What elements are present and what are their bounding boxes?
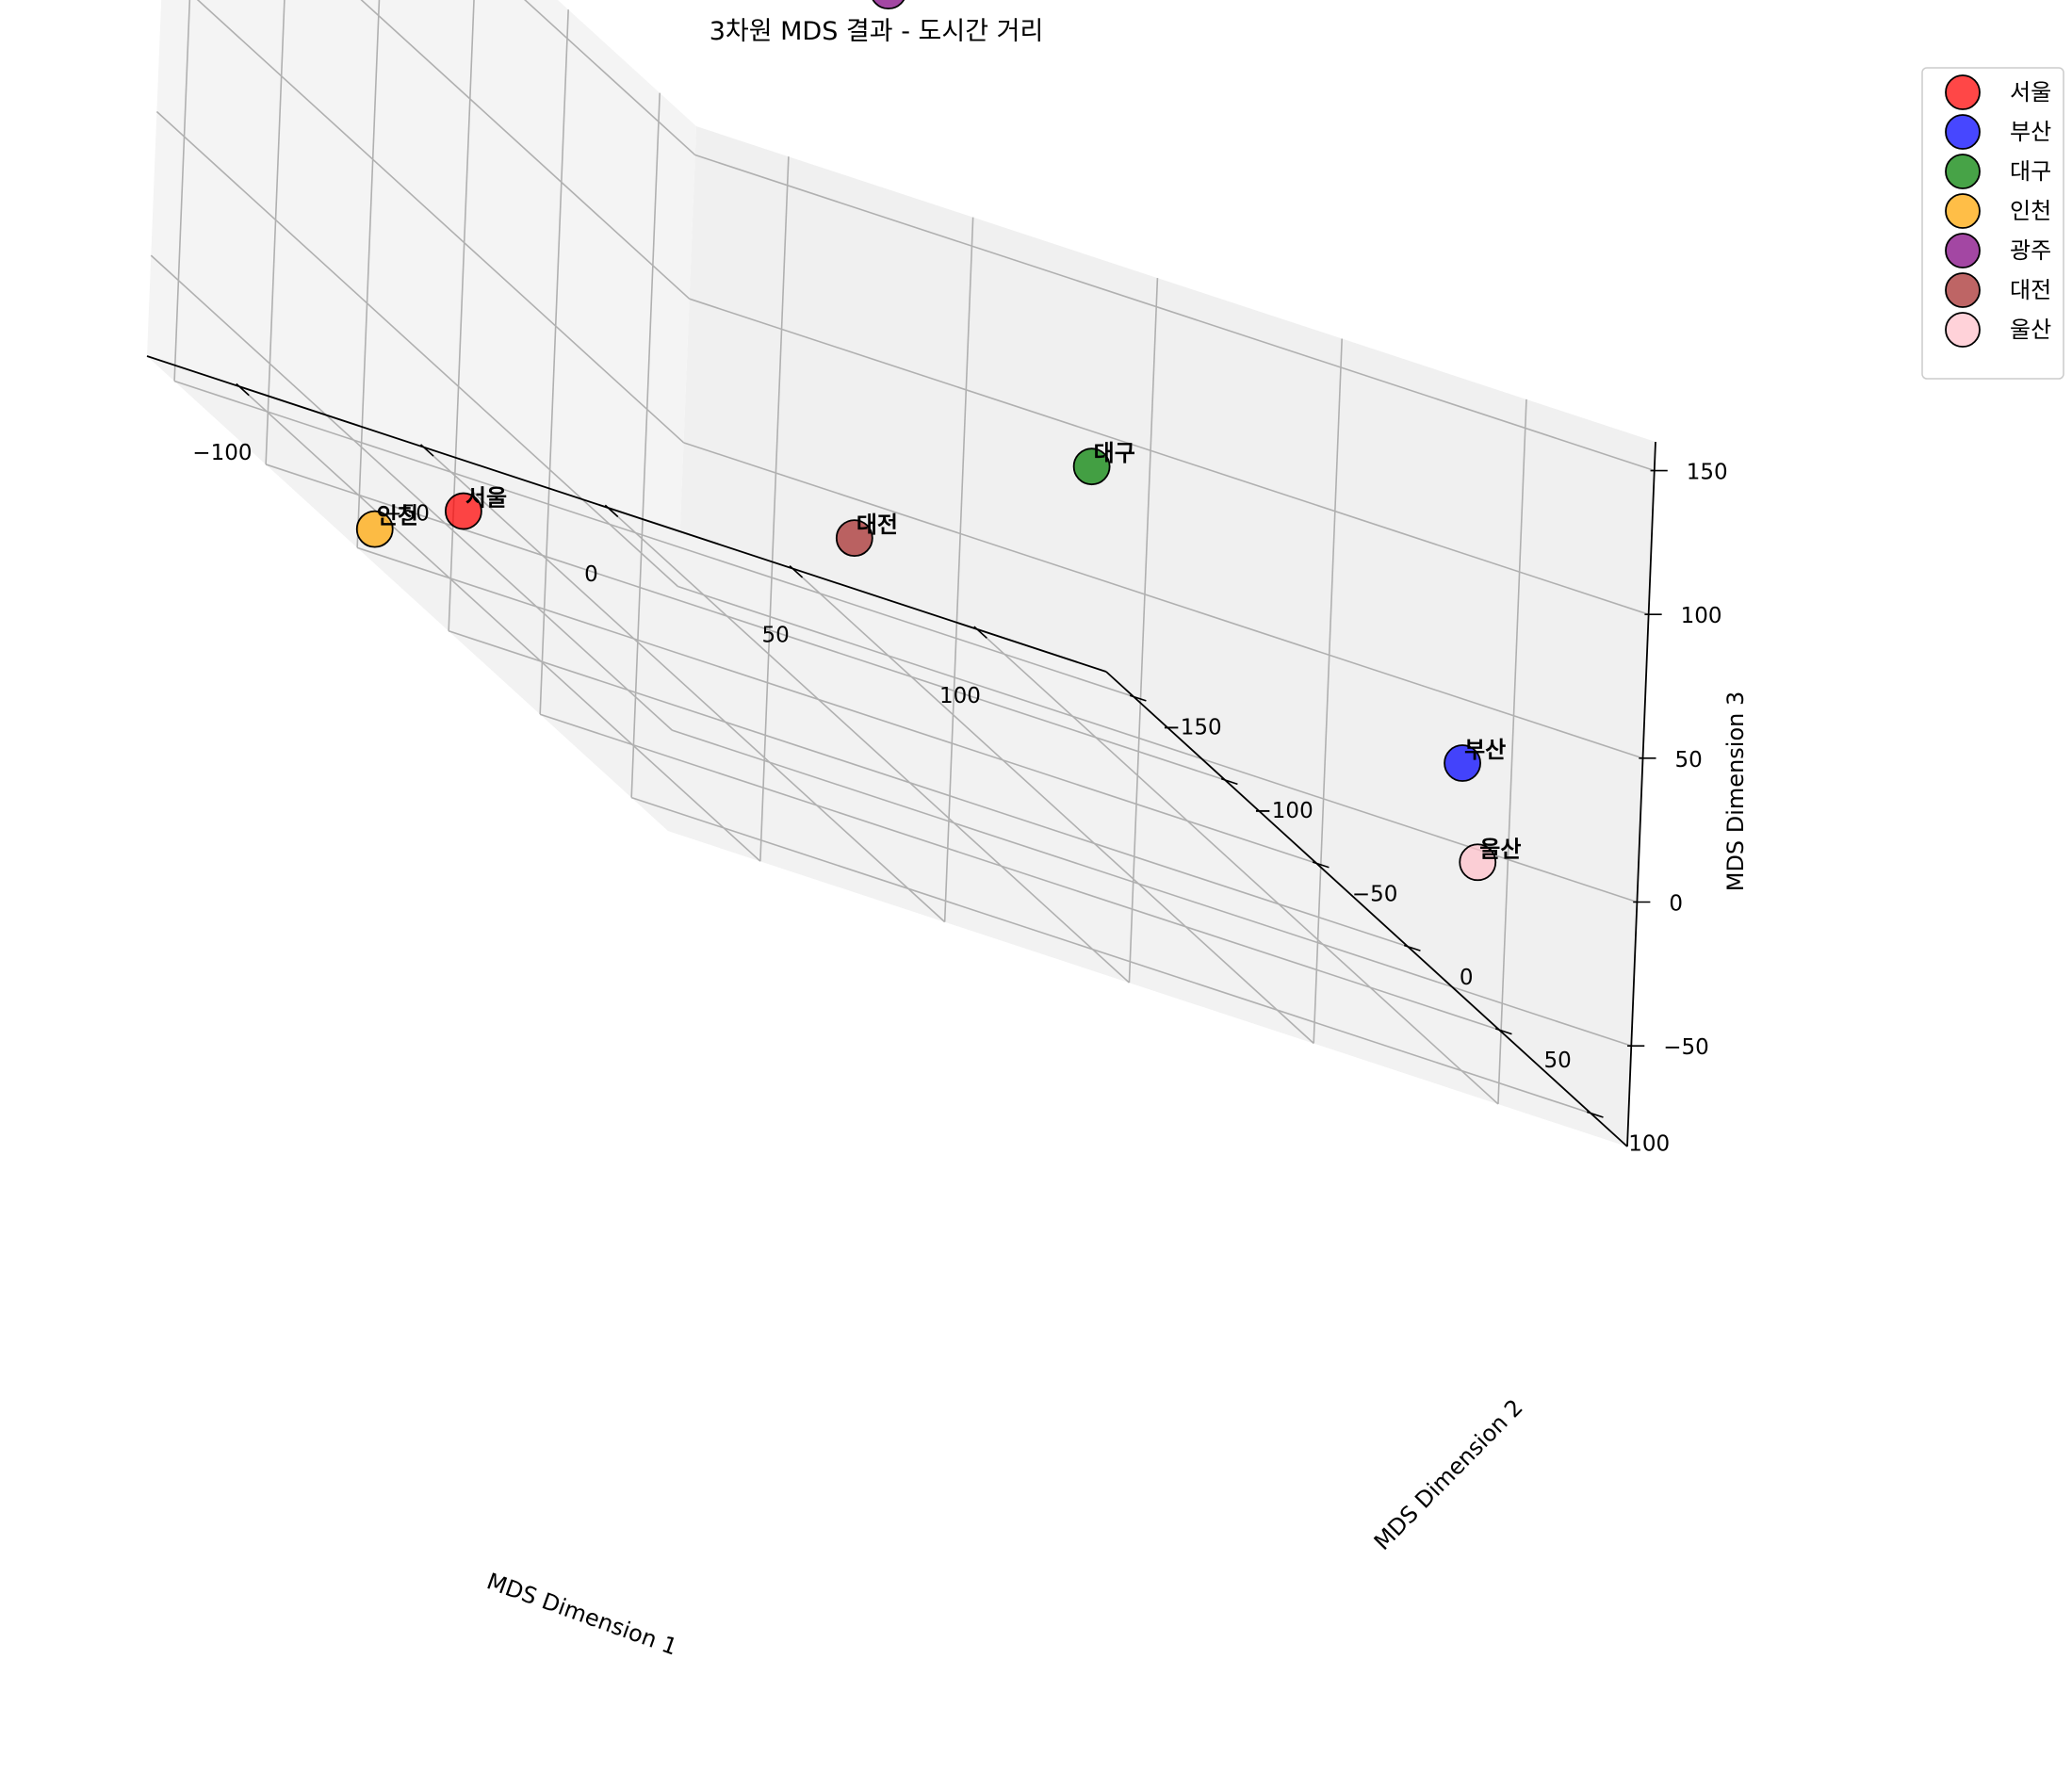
grid-line [630,796,1591,1114]
x-tick-label: −100 [192,441,252,465]
grid-line [539,713,1500,1031]
legend-marker [1945,74,1981,110]
x-axis-line [146,355,1107,673]
grid-line [356,0,381,548]
y-tick-label: 100 [1628,1132,1670,1157]
legend-label: 서울 [2010,79,2051,106]
tick-mark [604,504,619,518]
y-axis-label: MDS Dimension 2 [1369,1394,1528,1555]
z-tick-label: 150 [1687,461,1728,485]
grid-line [173,380,1134,698]
axes-panes [147,0,1656,1147]
x-tick-label: 100 [939,684,981,708]
x-tick-label: 0 [584,562,598,587]
grid-line [630,92,661,798]
axis-ticks: −100−50050100−150−100−50050100−500501001… [192,382,1728,1157]
y-tick-label: 50 [1544,1049,1572,1073]
legend-marker [1945,233,1981,268]
z-tick-label: 50 [1675,748,1703,773]
data-point [872,0,905,10]
z-axis-line [1626,441,1656,1147]
legend-label: 부산 [2010,119,2051,145]
grid-line [539,9,569,715]
x-tick-label: 50 [762,623,790,647]
grid-line [1313,338,1343,1044]
grid-line [694,154,1656,472]
data-point [1072,447,1111,486]
y-tick-label: 0 [1460,966,1474,990]
grid-line [524,0,696,156]
grid-line [196,0,685,444]
legend-marker [1945,312,1981,348]
legend-label: 광주 [2010,237,2051,264]
grid-line [155,110,678,588]
point-label: 인천 [377,503,418,529]
data-point [444,492,482,530]
y-tick-label: −150 [1163,716,1222,740]
grid-line [976,628,1499,1105]
y-tick-label: −50 [1352,882,1398,906]
axes-lines [146,355,1656,1147]
grid-line [356,546,1317,865]
point-label: 부산 [1464,737,1506,763]
grid-line [759,156,790,862]
z-axis-label: MDS Dimension 3 [1722,691,1749,892]
grid-line [423,447,946,923]
tick-mark [789,565,804,578]
grid-line [150,254,673,731]
legend-marker [1945,154,1981,189]
grid-line [1128,278,1159,984]
y-tick-label: −100 [1254,799,1313,823]
grid-line [689,298,1649,615]
grid-line [683,442,1643,759]
data-point [355,510,394,548]
grid-line [265,0,286,464]
tick-mark [236,382,250,397]
grid-line [943,217,974,922]
floor-pane [147,356,1627,1147]
grid-line [265,464,1226,781]
point-label: 서울 [465,485,507,512]
z-tick-label: 100 [1681,604,1722,628]
grid-line [1497,398,1527,1104]
z-tick-label: 0 [1669,891,1683,916]
tick-mark [1403,944,1421,951]
legend-marker [1945,272,1981,308]
legend-label: 대구 [2010,158,2051,185]
data-point [1444,744,1481,782]
chart-title: 3차원 MDS 결과 - 도시간 거리 [710,17,1044,46]
tick-mark [1494,1028,1512,1035]
grid-line [238,385,761,862]
data-point [1459,843,1497,882]
tick-mark [1312,861,1330,869]
tick-mark [1220,777,1238,786]
legend-marker [1945,193,1981,229]
data-point [835,519,873,558]
grid-line [360,0,691,300]
grid-line [791,567,1314,1045]
legend-label: 울산 [2010,317,2051,343]
tick-mark [420,444,434,457]
grid-line [173,0,191,382]
grid-line [607,507,1130,984]
grid-line [672,729,1632,1047]
legend-label: 대전 [2010,277,2051,303]
legend-label: 인천 [2010,198,2051,224]
tick-mark [1586,1111,1604,1118]
tick-mark [973,626,987,639]
point-label: 대전 [857,512,898,538]
data-points [355,0,1497,882]
tick-mark [1129,694,1147,702]
point-label: 대구 [1094,440,1135,466]
legend-marker [1945,114,1981,150]
grid-line [448,630,1409,948]
y-axis-line [1105,671,1628,1147]
point-label: 울산 [1479,836,1521,862]
z-tick-label: −50 [1663,1035,1709,1060]
x-axis-label: MDS Dimension 1 [483,1568,680,1660]
